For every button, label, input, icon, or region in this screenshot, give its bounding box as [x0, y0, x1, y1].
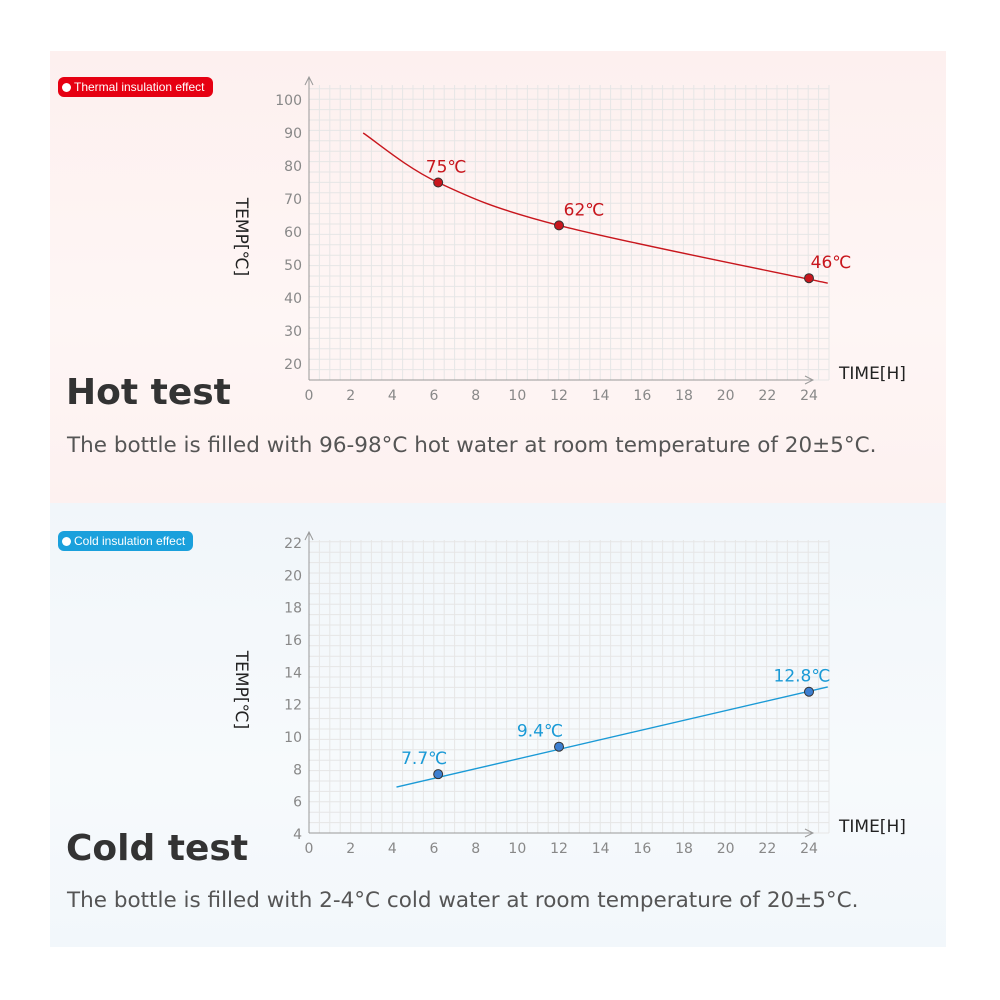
hot-test-chart: 0 2 4 6 8 10 12 14 16 18 20 22 242030405060708090100…: [231, 75, 906, 404]
x-tick-label: 4: [388, 388, 397, 404]
x-tick-label: 6: [430, 388, 439, 404]
y-tick-label: 4: [293, 827, 302, 843]
grid: [308, 540, 830, 834]
x-tick-label: 16: [633, 841, 651, 857]
x-tick-label: 16: [633, 388, 651, 404]
x-tick-label: 4: [388, 841, 397, 857]
data-point: [433, 769, 444, 780]
x-tick-label: 18: [675, 841, 693, 857]
x-tick-label: 20: [717, 388, 735, 404]
x-tick-label: 22: [758, 841, 776, 857]
y-tick-label: 12: [284, 698, 302, 714]
x-tick-label: 8: [471, 388, 480, 404]
x-tick-label: 8: [471, 841, 480, 857]
y-tick-label: 60: [284, 225, 302, 241]
hot-test-heading: Hot test: [66, 372, 231, 413]
data-label: 75℃: [426, 158, 467, 178]
x-tick-label: 18: [675, 388, 693, 404]
badge-label: Cold insulation effect: [74, 534, 186, 548]
data-point: [554, 220, 564, 231]
data-point: [554, 741, 564, 752]
x-tick-label: 22: [758, 388, 776, 404]
cold-test-panel: Cold insulation effect 0 2 4 6 8 10 12 14 16 18 20…: [50, 503, 946, 947]
y-tick-label: 20: [284, 568, 302, 584]
hot-test-description: The bottle is filled with 96-98°C hot wa…: [67, 433, 877, 458]
thermal-insulation-badge: Thermal insulation effect: [58, 77, 213, 97]
series-line: [362, 132, 828, 284]
y-tick-label: 100: [275, 93, 302, 109]
y-tick-label: 50: [284, 258, 302, 274]
x-tick-label: 2: [346, 388, 355, 404]
x-tick-label: 24: [800, 841, 818, 857]
x-tick-label: 6: [430, 841, 439, 857]
x-tick-label: 12: [550, 841, 568, 857]
data-label: 62℃: [564, 200, 605, 220]
y-tick-label: 16: [284, 633, 302, 649]
dot-icon: [62, 83, 71, 92]
y-tick-label: 14: [284, 665, 302, 681]
cold-insulation-badge: Cold insulation effect: [58, 531, 194, 551]
x-tick-label: 0: [305, 841, 314, 857]
x-tick-label: 20: [717, 841, 735, 857]
y-tick-label: 20: [284, 357, 302, 373]
y-tick-label: 90: [284, 126, 302, 142]
y-tick-label: 70: [284, 192, 302, 208]
cold-test-heading: Cold test: [66, 828, 249, 869]
y-axis-title: TEMP[℃]: [231, 197, 251, 276]
x-tick-label: 12: [550, 388, 568, 404]
badge-label: Thermal insulation effect: [74, 80, 205, 94]
y-axis-arrow: [304, 530, 314, 541]
data-point: [433, 177, 444, 188]
data-point: [804, 273, 814, 284]
series-line: [396, 686, 828, 788]
x-tick-label: 0: [305, 388, 314, 404]
x-axis-arrow: [804, 375, 815, 385]
y-axis-title: TEMP[℃]: [231, 650, 251, 729]
x-axis-title: TIME[H]: [838, 364, 906, 384]
y-tick-label: 22: [284, 536, 302, 552]
dot-icon: [62, 537, 71, 546]
data-label: 46℃: [811, 253, 852, 273]
x-tick-label: 10: [508, 841, 526, 857]
y-tick-label: 40: [284, 291, 302, 307]
x-tick-label: 2: [346, 841, 355, 857]
data-label: 12.8℃: [774, 667, 831, 687]
y-tick-label: 8: [293, 762, 302, 778]
hot-test-panel: Thermal insulation effect 0 2 4 6 8 10 12 14 16 1…: [50, 51, 946, 503]
y-axis-arrow: [304, 75, 314, 86]
y-tick-label: 18: [284, 601, 302, 617]
data-label: 7.7℃: [401, 749, 447, 769]
cold-test-description: The bottle is filled with 2-4°C cold wat…: [67, 888, 859, 913]
x-tick-label: 14: [592, 841, 610, 857]
x-tick-label: 14: [592, 388, 610, 404]
y-tick-label: 10: [284, 730, 302, 746]
data-label: 9.4℃: [517, 722, 563, 742]
cold-test-chart: 0 2 4 6 8 10 12 14 16 18 20 22 2446810121416182022TI…: [231, 530, 906, 857]
y-tick-label: 30: [284, 324, 302, 340]
x-axis-title: TIME[H]: [838, 817, 906, 837]
x-axis-arrow: [804, 828, 815, 838]
grid: [308, 85, 830, 381]
data-point: [804, 686, 814, 697]
y-tick-label: 6: [293, 795, 302, 811]
x-tick-label: 24: [800, 388, 818, 404]
y-tick-label: 80: [284, 159, 302, 175]
x-tick-label: 10: [508, 388, 526, 404]
